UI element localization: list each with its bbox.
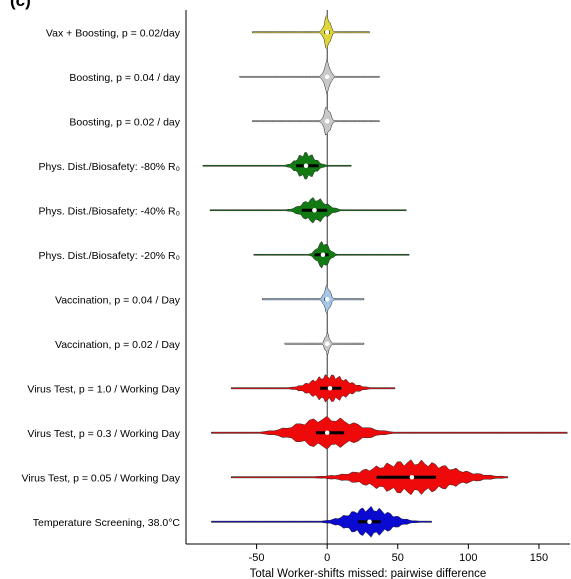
violin-2 [239,58,380,95]
violin-9 [230,374,396,403]
x-axis: -50 0 50 100 150 [249,544,548,564]
violin-median-point [409,474,415,480]
category-label: Phys. Dist./Biosafety: -40% R₀ [39,205,181,217]
violin-7 [261,283,365,315]
violin-body [202,152,352,180]
violin-body [211,505,432,538]
plot-frame [185,10,570,545]
violin-12 [211,505,432,538]
violin-median-point [324,29,330,35]
violin-median-point [367,519,372,525]
violin-5 [209,197,407,224]
category-label: Boosting, p = 0.04 / day [69,72,180,84]
violin-body [230,459,509,496]
violin-median-point [324,118,330,124]
violin-median-point [312,207,317,213]
category-label: Temperature Screening, 38.0°C [33,517,181,529]
violin-median-point [320,252,326,258]
violin-median-point [324,341,330,347]
violin-body [239,58,380,95]
violin-body [284,331,365,356]
category-label: Virus Test, p = 0.05 / Working Day [22,472,181,484]
x-axis-label: Total Worker-shifts missed: pairwise dif… [250,568,487,579]
violin-body [252,107,380,136]
category-label: Vaccination, p = 0.02 / Day [55,339,181,351]
violin-body [230,374,396,403]
violin-body [252,14,370,50]
x-tick-label: 150 [530,552,548,564]
violin-median-point [324,430,330,436]
violin-4 [202,152,352,180]
category-label: Virus Test, p = 1.0 / Working Day [27,383,180,395]
x-tick-label: 0 [324,552,330,564]
violin-10 [211,415,568,450]
category-label: Vax + Boosting, p = 0.02/day [46,27,181,39]
violin-median-point [327,385,333,391]
violin-median-point [324,296,330,302]
violin-1 [252,14,370,50]
violin-3 [252,107,380,136]
category-label: Vaccination, p = 0.04 / Day [55,294,181,306]
category-labels: Vax + Boosting, p = 0.02/day Boosting, p … [22,27,181,529]
violin-6 [253,240,410,269]
violin-11 [230,459,509,496]
violin-median-point [324,74,330,80]
category-label: Virus Test, p = 0.3 / Working Day [27,428,180,440]
violin-body [261,283,365,315]
x-tick-label: -50 [249,552,265,564]
violin-body [211,415,568,450]
category-label: Phys. Dist./Biosafety: -20% R₀ [39,250,181,262]
violin-body [253,240,410,269]
x-tick-label: 100 [459,552,477,564]
category-label: Boosting, p = 0.02 / day [69,116,180,128]
category-label: Phys. Dist./Biosafety: -80% R₀ [39,161,181,173]
x-tick-label: 50 [392,552,404,564]
violins-group [202,14,568,538]
panel-title: (c) [10,0,31,10]
violin-median-point [303,163,309,169]
violin-8 [284,331,365,356]
